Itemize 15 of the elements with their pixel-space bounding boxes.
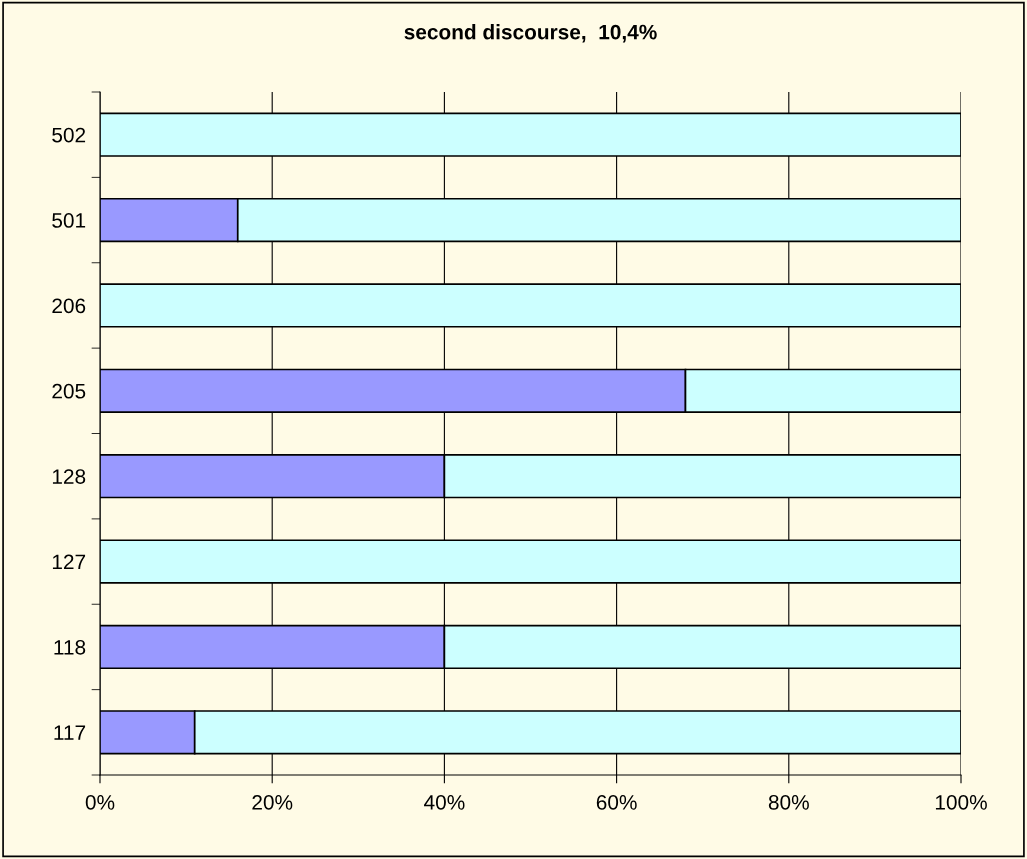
y-tick-label: 502: [52, 127, 86, 143]
x-tick-label: 60%: [596, 794, 637, 810]
y-tick-label: 128: [52, 469, 86, 484]
chart-title: second discourse, 10,4%: [404, 24, 657, 43]
x-tick-label: 20%: [252, 794, 293, 810]
x-tick-label: 100%: [935, 794, 987, 810]
y-tick-label: 127: [52, 554, 86, 570]
y-tick-label: 117: [54, 725, 86, 740]
x-tick-label: 40%: [424, 794, 465, 810]
y-tick-label: 501: [52, 213, 86, 228]
y-tick-label: 206: [52, 298, 86, 314]
x-tick-label: 0%: [85, 794, 115, 810]
x-tick-label: 80%: [768, 794, 809, 810]
y-tick-label: 205: [52, 383, 86, 399]
y-tick-label: 118: [54, 639, 86, 655]
